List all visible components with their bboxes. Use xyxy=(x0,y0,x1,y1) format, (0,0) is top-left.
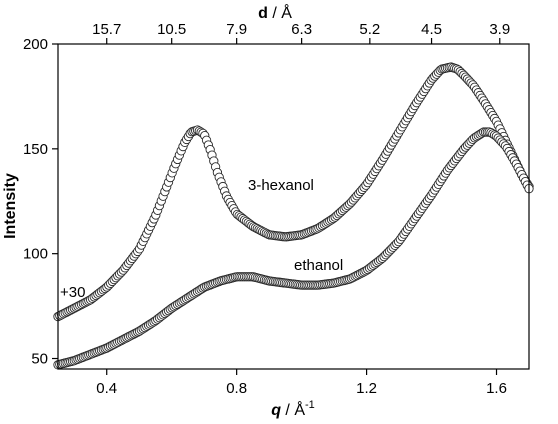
top-tick-label: 6.3 xyxy=(291,21,312,38)
y-axis-title: Intensity xyxy=(2,173,19,239)
top-tick-label: 15.7 xyxy=(92,21,121,38)
y-tick-label: 150 xyxy=(23,141,48,158)
x-tick-label: 1.2 xyxy=(356,380,377,397)
top-tick-label: 3.9 xyxy=(489,21,510,38)
top-tick-label: 7.9 xyxy=(226,21,247,38)
top-tick-label: 10.5 xyxy=(157,21,186,38)
x-tick-label: 0.8 xyxy=(226,380,247,397)
top-axis-title: d / Å xyxy=(258,3,292,22)
x-tick-label: 1.6 xyxy=(486,380,507,397)
annotation-ethanol: ethanol xyxy=(294,257,343,274)
annotation-offset: +30 xyxy=(60,284,85,301)
top-tick-label: 4.5 xyxy=(421,21,442,38)
y-tick-label: 50 xyxy=(31,351,48,368)
y-tick-label: 100 xyxy=(23,246,48,263)
x-axis-title: q / Å-1 xyxy=(271,399,315,419)
series-3-hexanol xyxy=(53,62,534,322)
annotation-3-hexanol: 3-hexanol xyxy=(248,177,314,194)
series-layer xyxy=(53,62,534,370)
series-ethanol xyxy=(53,127,534,370)
y-tick-label: 200 xyxy=(23,36,48,53)
plot-frame xyxy=(57,43,530,370)
top-tick-label: 5.2 xyxy=(359,21,380,38)
tick-layer: 0.4 0.8 1.2 1.6 50 100 150 200 15.7 10.5 7.9 6.3 5.2… xyxy=(23,21,510,397)
x-tick-label: 0.4 xyxy=(96,380,117,397)
